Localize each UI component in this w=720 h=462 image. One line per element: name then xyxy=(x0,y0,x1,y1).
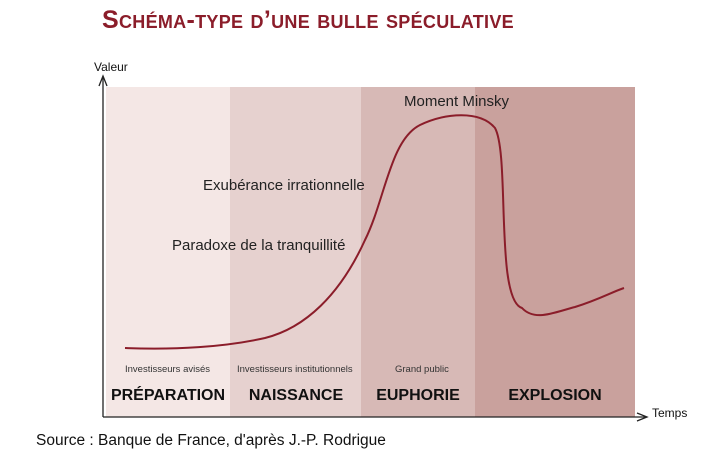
annotation-exuberance-irrationnelle: Exubérance irrationnelle xyxy=(203,177,365,194)
y-axis-arrow xyxy=(98,74,108,87)
annotation-moment-minsky: Moment Minsky xyxy=(404,93,510,110)
phase-name-explosion: EXPLOSION xyxy=(508,387,601,404)
phase-band-explosion xyxy=(475,87,635,417)
phase-name-naissance: NAISSANCE xyxy=(249,387,344,404)
x-axis-label: Temps xyxy=(652,406,687,420)
y-axis-label: Valeur xyxy=(94,60,128,74)
bubble-curve xyxy=(124,114,625,350)
source-caption: Source : Banque de France, d'après J.-P.… xyxy=(36,432,386,449)
phase-name-preparation: PRÉPARATION xyxy=(111,385,225,404)
phase-band-naissance xyxy=(230,87,361,417)
actor-label-euphorie: Grand public xyxy=(395,364,449,375)
phase-band-preparation xyxy=(106,87,230,417)
actor-label-preparation: Investisseurs avisés xyxy=(125,364,210,375)
phase-band-euphorie xyxy=(361,87,475,417)
annotation-paradoxe-tranquillite: Paradoxe de la tranquillité xyxy=(172,237,345,254)
diagram-title: Schéma-type d’une bulle spéculative xyxy=(102,6,514,34)
x-axis-arrow xyxy=(636,412,649,422)
axes xyxy=(98,74,649,422)
phase-name-euphorie: EUPHORIE xyxy=(376,387,460,404)
actor-label-naissance: Investisseurs institutionnels xyxy=(237,364,353,375)
